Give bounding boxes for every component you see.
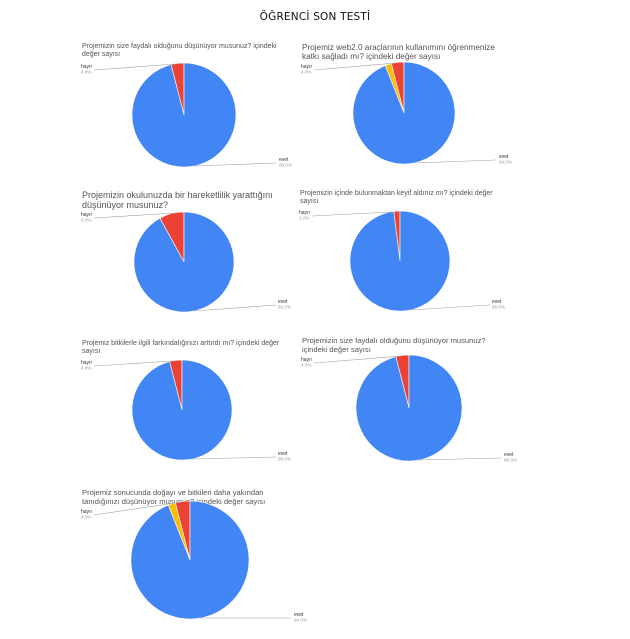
slice-label-hayir: hayır bbox=[81, 509, 92, 515]
leader-line bbox=[191, 456, 277, 460]
pie-slice bbox=[133, 211, 235, 313]
chart-title: Projemiz web2.0 araçlarının kullanımını … bbox=[302, 43, 495, 62]
slice-label-hayir: hayır bbox=[81, 212, 92, 218]
pie-chart-panel: Projemiz web2.0 araçlarının kullanımını … bbox=[301, 43, 522, 193]
chart-title: Projemizin size faydalı olduğunu düşünüy… bbox=[302, 336, 486, 354]
slice-label-evet: evet bbox=[492, 299, 502, 305]
slice-percent-hayir: 4.0% bbox=[81, 366, 91, 371]
slice-percent-evet: 96.0% bbox=[278, 457, 291, 462]
slice-percent-evet: 98.0% bbox=[492, 305, 505, 310]
slice-percent-hayir: 2.0% bbox=[299, 216, 309, 221]
pie-chart-panel: Projemizin okulunuzda bir hareketlilik y… bbox=[81, 190, 302, 340]
pie-slice bbox=[130, 500, 250, 620]
leader-line bbox=[93, 501, 183, 516]
slice-percent-hayir: 4.0% bbox=[301, 363, 311, 368]
pie-chart-panel: Projemiz bitkilerle ilgili farkındalığın… bbox=[81, 340, 302, 490]
slice-label-hayir: hayır bbox=[301, 357, 312, 363]
slice-label-hayir: hayır bbox=[299, 210, 310, 216]
pie-slice bbox=[131, 359, 233, 461]
leader-line bbox=[413, 159, 497, 164]
pie-chart-panel: Projemiz sonucunda doğayı ve bitkileri d… bbox=[81, 488, 312, 639]
slice-label-evet: evet bbox=[278, 451, 288, 457]
leader-line bbox=[313, 62, 397, 71]
leader-line bbox=[93, 212, 177, 219]
slice-percent-evet: 94.0% bbox=[294, 618, 307, 623]
slice-label-hayir: hayır bbox=[81, 64, 92, 70]
leader-line bbox=[93, 63, 177, 71]
slice-percent-evet: 96.0% bbox=[504, 458, 517, 463]
slice-percent-hayir: 4.0% bbox=[81, 70, 91, 75]
pie-slice bbox=[355, 354, 463, 462]
chart-title: Projemizin içinde bulunmaktan keyif aldı… bbox=[300, 190, 493, 205]
slice-label-evet: evet bbox=[294, 612, 304, 618]
slice-label-hayir: hayır bbox=[81, 360, 92, 366]
pie-chart-panel: Projemizin içinde bulunmaktan keyif aldı… bbox=[299, 190, 520, 340]
slice-label-evet: evet bbox=[279, 157, 289, 163]
page-title: ÖĞRENCİ SON TESTİ bbox=[259, 11, 371, 23]
leader-line bbox=[313, 355, 402, 364]
chart-title: Projemiz bitkilerle ilgili farkındalığın… bbox=[82, 340, 280, 355]
leader-line bbox=[418, 457, 502, 461]
slice-percent-hayir: 4.0% bbox=[81, 515, 91, 520]
chart-title: Projemizin okulunuzda bir hareketlilik y… bbox=[82, 190, 273, 211]
pie-slice bbox=[131, 62, 237, 168]
leader-line bbox=[193, 162, 277, 167]
chart-title: Projemiz sonucunda doğayı ve bitkileri d… bbox=[82, 488, 266, 506]
slice-percent-evet: 92.0% bbox=[278, 305, 291, 310]
leader-line bbox=[311, 211, 393, 217]
pie-slice bbox=[349, 210, 451, 312]
leader-line bbox=[409, 304, 491, 311]
slice-label-evet: evet bbox=[278, 299, 288, 305]
slice-percent-evet: 94.0% bbox=[499, 160, 512, 165]
pie-chart-panel: Projemizin size faydalı olduğunu düşünüy… bbox=[301, 336, 522, 487]
slice-label-hayir: hayır bbox=[301, 64, 312, 70]
leader-line bbox=[193, 304, 277, 312]
slice-label-evet: evet bbox=[504, 452, 514, 458]
chart-title: Projemizin size faydalı olduğunu düşünüy… bbox=[82, 43, 277, 58]
slice-percent-hayir: 4.0% bbox=[301, 70, 311, 75]
leader-line bbox=[93, 360, 175, 367]
slice-percent-evet: 96.0% bbox=[279, 163, 292, 168]
pie-slice bbox=[352, 61, 456, 165]
slice-percent-hayir: 8.0% bbox=[81, 218, 91, 223]
pie-chart-panel: Projemizin size faydalı olduğunu düşünüy… bbox=[81, 43, 302, 193]
slice-label-evet: evet bbox=[499, 154, 509, 160]
